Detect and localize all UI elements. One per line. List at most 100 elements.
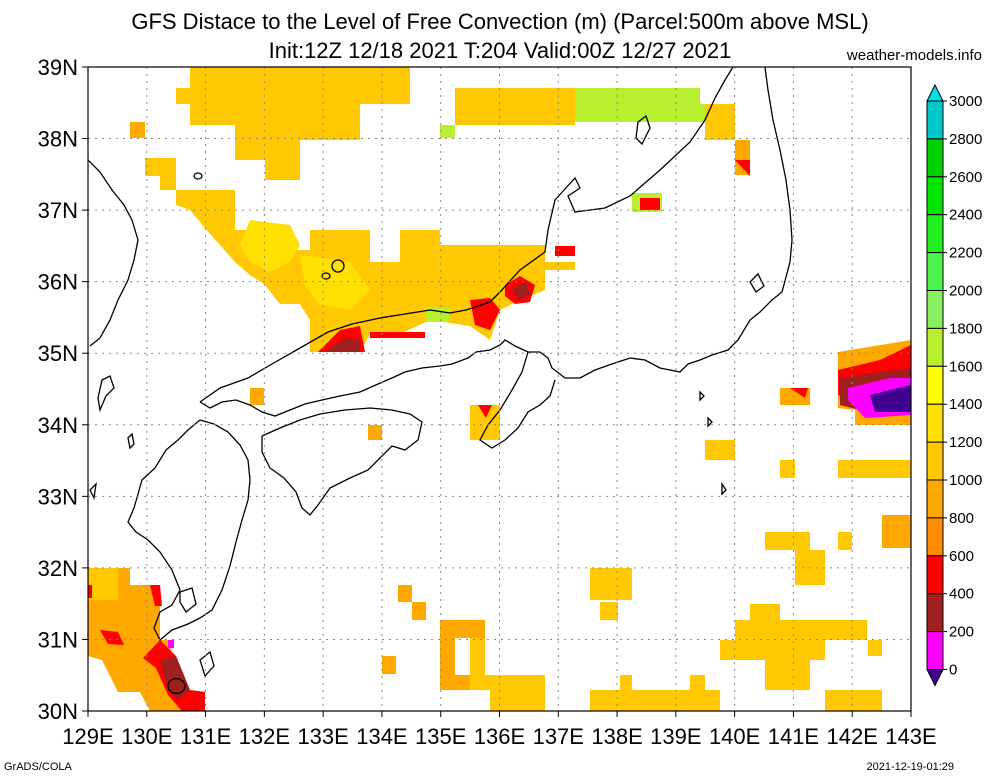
colorbar-swatch-12 [926,555,944,595]
lfc-cell-59 [590,690,720,711]
colorbar-label-0: 0 [949,662,957,679]
colorbar-label-2200: 2200 [949,245,982,262]
lfc-cell-56 [168,640,174,648]
lat-label-35N: 35N [38,341,78,366]
lfc-cell-25 [470,405,500,440]
lfc-cell-51 [88,568,118,600]
lon-label-136E: 136E [474,724,525,749]
lfc-cell-58 [128,585,140,598]
coastline [88,67,793,695]
lon-label-142E: 142E [827,724,878,749]
lat-label-37N: 37N [38,198,78,223]
lfc-cell-31 [790,388,808,398]
lon-label-130E: 130E [121,724,172,749]
lfc-cell-16 [575,88,735,122]
colorbar-swatch-14 [926,631,944,670]
lfc-cell-1 [176,88,190,104]
lat-label-32N: 32N [38,556,78,581]
lat-label-30N: 30N [38,699,78,724]
lfc-cell-2 [130,122,145,138]
lfc-cell-45 [750,604,780,620]
colorbar-label-2600: 2600 [949,169,982,186]
lfc-cell-28 [780,460,795,478]
lfc-cell-48 [470,638,545,711]
chart-title: GFS Distace to the Level of Free Convect… [131,9,869,34]
lfc-cell-42 [398,585,412,602]
colorbar-label-1000: 1000 [949,472,982,489]
lfc-field [88,67,911,711]
colorbar-swatch-0 [926,100,944,140]
lon-label-135E: 135E [415,724,466,749]
colorbar-label-2000: 2000 [949,283,982,300]
colorbar-label-2800: 2800 [949,131,982,148]
lfc-cell-12 [512,282,530,300]
lon-label-138E: 138E [591,724,642,749]
colorbar-label-1600: 1600 [949,358,982,375]
lfc-cell-62 [825,690,882,711]
lfc-cell-26 [478,405,492,418]
colorbar-label-400: 400 [949,586,974,603]
lat-label-39N: 39N [38,55,78,80]
lon-label-137E: 137E [533,724,584,749]
colorbar-bottom-arrow [926,669,944,687]
colorbar-swatch-13 [926,593,944,633]
lfc-cell-3 [145,158,176,190]
lon-label-140E: 140E [709,724,760,749]
lfc-cell-60 [620,675,632,690]
colorbar-swatch-10 [926,479,944,519]
lfc-cell-37 [882,515,911,548]
colorbar-swatch-2 [926,176,944,216]
colorbar-label-800: 800 [949,510,974,527]
colorbar-label-1400: 1400 [949,396,982,413]
lon-label-139E: 139E [650,724,701,749]
lfc-cell-20 [735,160,750,176]
colorbar-swatch-1 [926,138,944,178]
chart-subtitle: Init:12Z 12/18 2021 T:204 Valid:00Z 12/2… [268,38,732,63]
lat-label-36N: 36N [38,270,78,295]
latitude-labels: 39N 38N 37N 36N 35N 34N 33N 32N 31N 30N [38,55,78,724]
lon-label-133E: 133E [297,724,348,749]
timestamp-label: 2021-12-19-01:29 [866,761,954,773]
lfc-cell-53 [100,630,124,645]
lfc-cell-55 [160,656,190,700]
lfc-cell-49 [382,656,396,674]
lfc-cell-17 [705,104,735,140]
colorbar-label-2400: 2400 [949,207,982,224]
lfc-cell-13 [555,246,575,256]
colorbar-label-3000: 3000 [949,93,982,110]
lon-label-143E: 143E [885,724,936,749]
lfc-cell-47 [440,620,500,690]
lon-label-132E: 132E [239,724,290,749]
lfc-cell-38 [765,532,810,550]
lfc-cell-15 [455,88,575,125]
lfc-cell-27 [705,440,735,460]
colorbar-label-1200: 1200 [949,434,982,451]
colorbar-label-1800: 1800 [949,320,982,337]
lon-label-134E: 134E [356,724,407,749]
graticule [88,67,911,711]
lfc-cell-39 [838,532,852,550]
lfc-cell-4 [176,190,575,352]
colorbar-label-200: 200 [949,624,974,641]
colorbar-label-600: 600 [949,548,974,565]
lon-label-131E: 131E [180,724,231,749]
colorbar: 3000280026002400220020001800160014001200… [926,83,982,687]
lfc-cell-61 [690,675,705,690]
lfc-cell-41 [590,568,632,600]
lfc-cell-9 [325,338,360,352]
lfc-cell-6 [300,255,370,310]
lat-label-33N: 33N [38,484,78,509]
lfc-cell-0 [190,67,410,180]
lat-label-38N: 38N [38,127,78,152]
colorbar-swatch-11 [926,517,944,557]
lfc-cell-52 [150,585,162,606]
colorbar-swatch-9 [926,441,944,481]
site-label: weather-models.info [846,47,982,64]
lfc-cell-18 [440,125,455,138]
longitude-labels: 129E 130E 131E 132E 133E 134E 135E 136E 137E 138E… [62,724,936,749]
colorbar-swatch-4 [926,252,944,292]
lfc-cell-43 [412,602,426,620]
colorbar-swatch-6 [926,327,944,367]
lfc-cell-14 [370,332,425,338]
lat-label-34N: 34N [38,413,78,438]
